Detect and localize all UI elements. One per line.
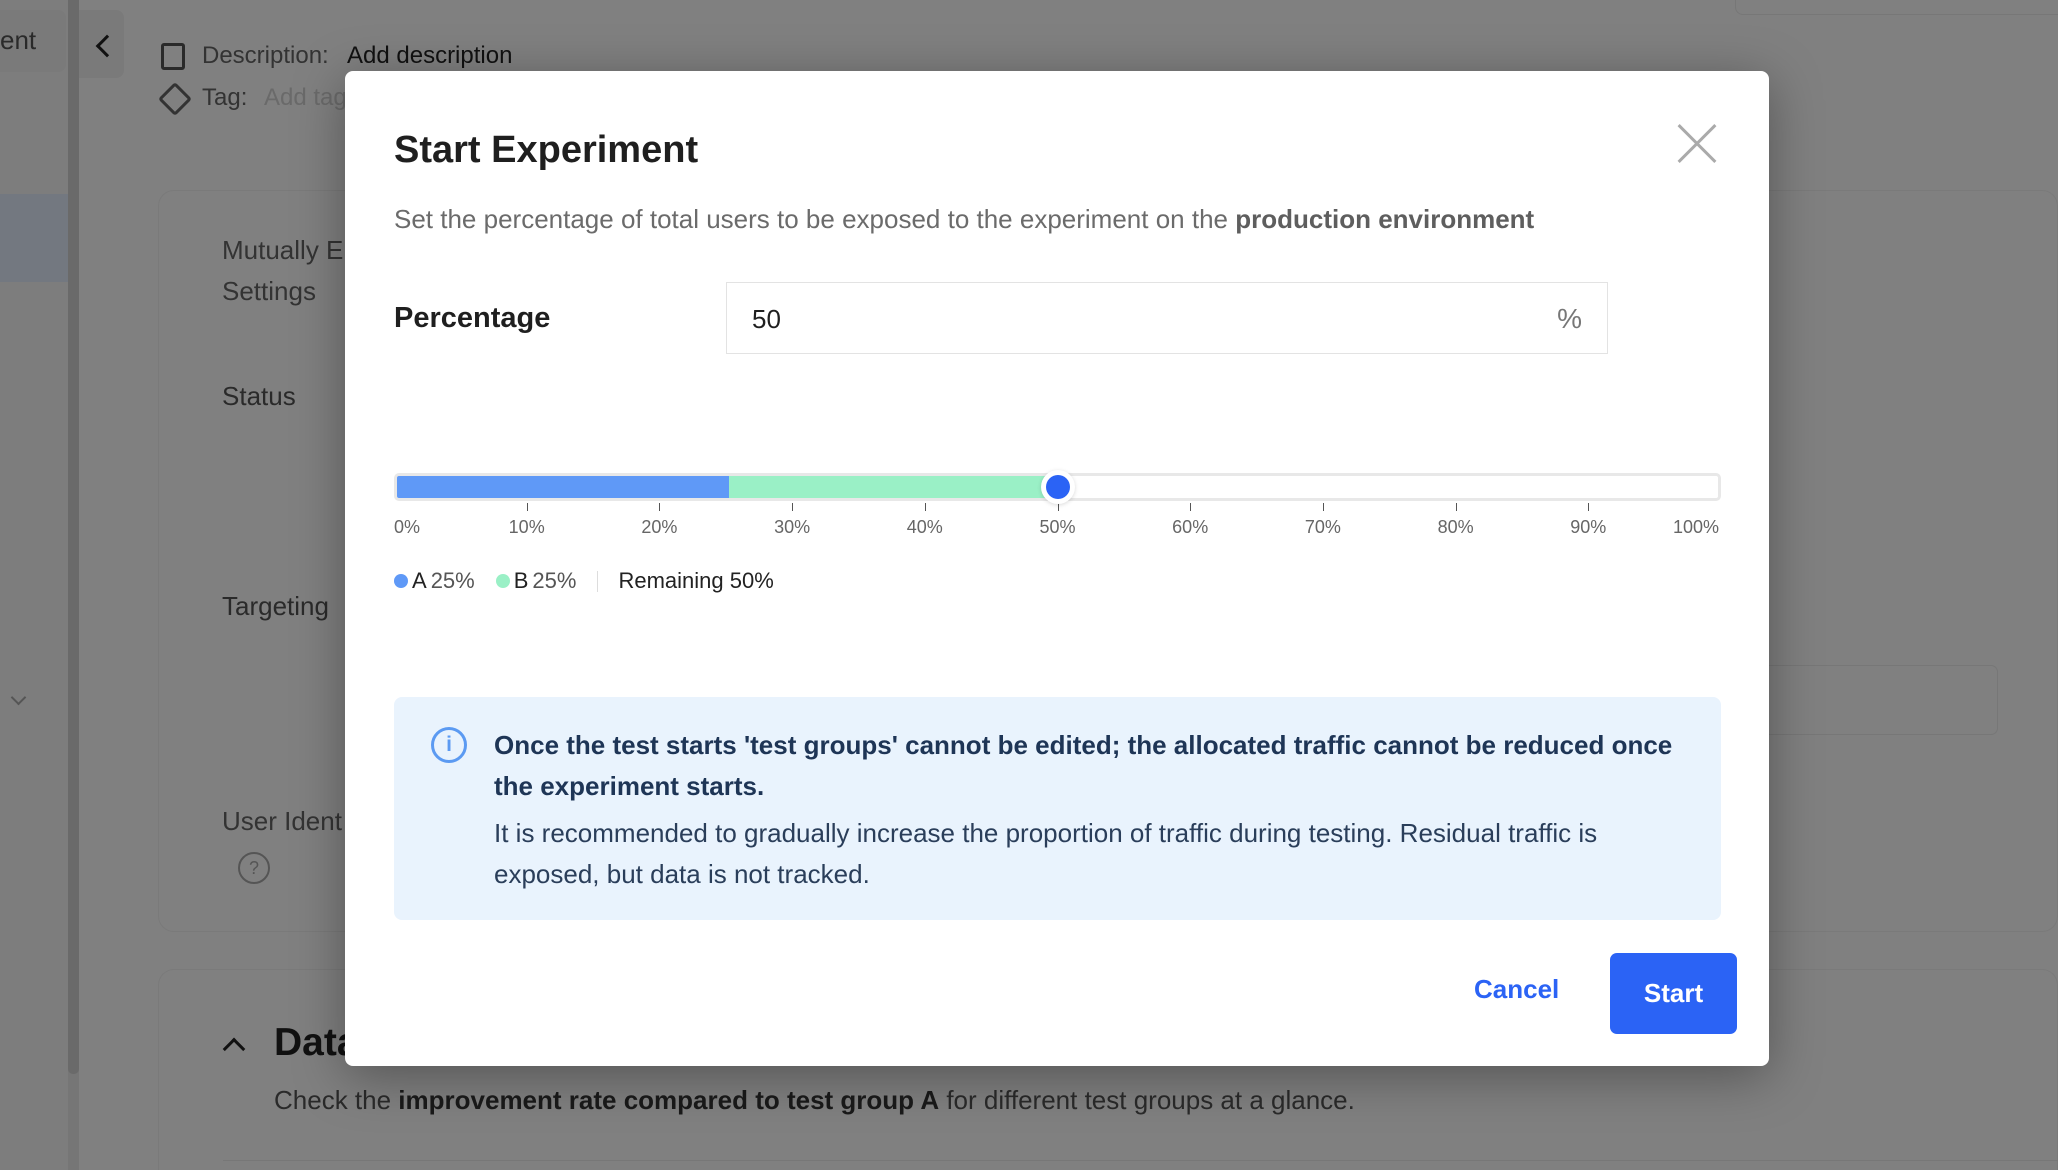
slider-tick xyxy=(1455,503,1457,511)
modal-title: Start Experiment xyxy=(394,129,699,171)
field-label: Status xyxy=(222,381,296,411)
field-label: Mutually E xyxy=(222,235,344,265)
cancel-button[interactable]: Cancel xyxy=(1474,974,1560,1004)
info-text: It is recommended to gradually increase … xyxy=(494,818,1598,889)
scrollbar-thumb[interactable] xyxy=(68,0,79,1074)
field-label: User Ident xyxy=(222,806,342,836)
slider-tick-label: 100% xyxy=(1672,517,1720,537)
legend-remaining: Remaining 50% xyxy=(618,568,774,593)
tag-icon xyxy=(158,82,192,116)
sidebar-item[interactable] xyxy=(0,10,66,72)
slider-tick xyxy=(1588,503,1590,511)
slider-tick-label: 80% xyxy=(1437,517,1474,537)
field-label: Targeting xyxy=(222,591,329,621)
slider-tick xyxy=(1322,503,1324,511)
percentage-label: Percentage xyxy=(394,302,551,334)
slider-tick xyxy=(1057,503,1059,511)
description-label: Description: xyxy=(202,42,329,69)
start-button[interactable]: Start xyxy=(1610,953,1737,1034)
percentage-input[interactable]: 50 % xyxy=(726,282,1608,354)
info-notice: i Once the test starts 'test groups' can… xyxy=(394,697,1721,920)
subtitle-bold: production environment xyxy=(1235,204,1535,234)
slider-tick-label: 40% xyxy=(906,517,943,537)
data-desc-pre: Check the xyxy=(274,1085,399,1115)
data-desc-post: for different test groups at a glance. xyxy=(939,1085,1355,1115)
slider-tick-label: 90% xyxy=(1570,517,1607,537)
slider-tick-label: 70% xyxy=(1304,517,1341,537)
data-description: Check the improvement rate compared to t… xyxy=(274,1085,1355,1116)
tag-input[interactable]: Add tag xyxy=(264,84,347,111)
slider-tick-label: 20% xyxy=(641,517,678,537)
legend-divider xyxy=(597,570,599,592)
info-icon: i xyxy=(431,727,467,763)
top-right-box xyxy=(1735,0,2058,15)
slider-tick xyxy=(1190,503,1192,511)
data-heading: Data xyxy=(274,1021,359,1064)
slider-tick-label: 0% xyxy=(393,517,421,537)
input-box[interactable] xyxy=(1759,665,1998,735)
slider-tick xyxy=(659,503,661,511)
segment-b-fill xyxy=(728,476,1061,498)
legend-a-name: A xyxy=(412,568,427,593)
slider-tick-label: 60% xyxy=(1172,517,1209,537)
sidebar xyxy=(0,0,68,1170)
sidebar-item-selected[interactable] xyxy=(0,194,68,282)
legend-dot-a xyxy=(394,574,408,588)
document-icon xyxy=(161,43,185,70)
tag-label: Tag: xyxy=(202,84,248,111)
segment-a-fill xyxy=(397,476,729,498)
legend-a-value: 25% xyxy=(430,568,475,593)
divider xyxy=(223,1160,2058,1161)
slider-thumb[interactable] xyxy=(1040,470,1075,504)
legend-b-value: 25% xyxy=(532,568,577,593)
info-bold-text: Once the test starts 'test groups' canno… xyxy=(494,730,1673,801)
percentage-unit: % xyxy=(1557,303,1582,334)
chevron-left-icon xyxy=(95,34,119,58)
percentage-value: 50 xyxy=(752,304,781,334)
back-button[interactable] xyxy=(79,10,124,78)
sidebar-item-label: ent xyxy=(0,25,37,55)
slider-tick-label: 30% xyxy=(774,517,811,537)
slider-tick xyxy=(526,503,528,511)
data-desc-bold: improvement rate compared to test group … xyxy=(398,1085,940,1115)
description-value[interactable]: Add description xyxy=(347,42,513,69)
help-icon[interactable]: ? xyxy=(238,852,270,884)
slider-legend: A 25% B 25% Remaining 50% xyxy=(394,568,774,594)
legend-b-name: B xyxy=(513,568,529,593)
slider-tick xyxy=(924,503,926,511)
start-experiment-modal: Start Experiment Set the percentage of t… xyxy=(345,71,1769,1066)
slider-tick xyxy=(792,503,794,511)
legend-dot-b xyxy=(495,574,510,588)
field-label: Settings xyxy=(222,276,316,306)
modal-subtitle: Set the percentage of total users to be … xyxy=(394,204,1534,235)
subtitle-text: Set the percentage of total users to be … xyxy=(394,204,1236,234)
slider-tick-label: 50% xyxy=(1039,517,1076,537)
close-icon[interactable] xyxy=(1675,121,1720,166)
slider-tick-label: 10% xyxy=(508,517,545,537)
